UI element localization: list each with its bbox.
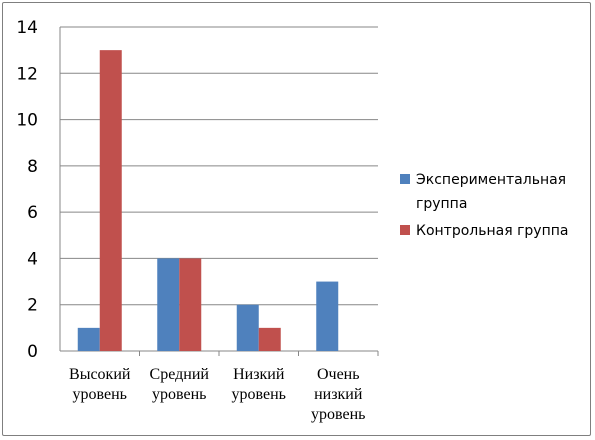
legend-label: Экспериментальная группа <box>416 172 566 212</box>
y-tick-label: 14 <box>16 18 38 38</box>
legend-label-line: Экспериментальная <box>416 172 566 188</box>
y-tick-label: 6 <box>27 203 38 223</box>
x-tick-label-line: уровень <box>152 386 206 403</box>
bar <box>179 258 202 351</box>
x-tick-label-line: уровень <box>232 386 286 403</box>
bar <box>236 304 259 351</box>
x-tick-label: Средний уровень <box>150 366 210 403</box>
x-tick-label: Низкий уровень <box>232 366 286 403</box>
legend-label-line: группа <box>416 196 467 212</box>
bar <box>157 258 180 351</box>
bar <box>258 327 281 351</box>
y-tick-label: 12 <box>16 64 38 84</box>
x-tick-label: Очень низкий уровень <box>311 366 365 423</box>
x-tick-label-line: Низкий <box>233 366 285 383</box>
legend-label-line: Контрольная группа <box>416 223 568 239</box>
legend-swatch <box>400 174 410 184</box>
x-tick-label-line: низкий <box>314 386 363 403</box>
x-tick-label-line: уровень <box>73 386 127 403</box>
y-tick-label: 0 <box>27 342 38 362</box>
legend-label: Контрольная группа <box>416 223 568 239</box>
y-tick-label: 8 <box>27 157 38 177</box>
x-tick-label-line: Очень <box>317 366 360 383</box>
bar <box>99 50 122 352</box>
x-tick-label: Высокий уровень <box>69 366 131 403</box>
bar <box>77 327 100 351</box>
y-tick-label: 10 <box>16 111 38 131</box>
y-tick-label: 4 <box>27 249 38 269</box>
x-tick-label-line: Средний <box>150 366 210 383</box>
x-tick-label-line: уровень <box>311 406 365 423</box>
x-tick-label-line: Высокий <box>69 366 131 383</box>
bar <box>316 281 339 351</box>
legend-swatch <box>400 225 410 235</box>
y-tick-label: 2 <box>27 296 38 316</box>
